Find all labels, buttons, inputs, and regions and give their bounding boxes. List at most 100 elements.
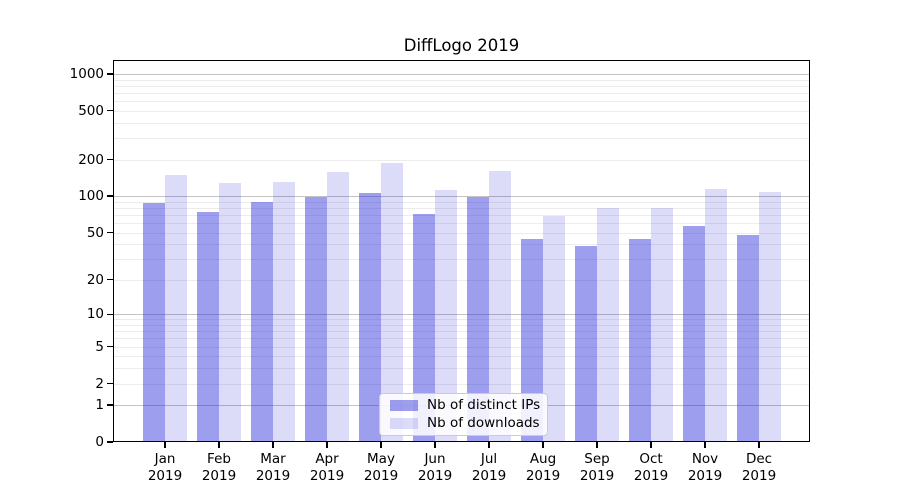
y-tick-label: 100	[78, 188, 104, 205]
bar-mar-downloads	[273, 181, 295, 442]
minor-gridline	[113, 92, 810, 94]
bar-oct-distinct-ips	[629, 239, 651, 442]
bar-feb-distinct-ips	[197, 212, 219, 442]
bar-jun-downloads	[435, 189, 457, 442]
y-tick-label: 0	[95, 434, 104, 450]
y-tick-mark	[107, 195, 113, 197]
y-tick-label: 2	[95, 375, 104, 392]
minor-gridline	[113, 85, 810, 87]
minor-gridline	[113, 101, 810, 103]
bar-mar-distinct-ips	[251, 202, 273, 442]
x-tick-label: Aug 2019	[525, 451, 561, 484]
y-tick-mark	[107, 345, 113, 348]
major-gridline	[113, 196, 810, 198]
legend-label-downloads: Nb of downloads	[427, 415, 540, 431]
y-tick-label: 10	[86, 306, 104, 323]
bar-oct-downloads	[651, 207, 673, 442]
x-tick-mark	[488, 442, 490, 448]
x-tick-mark	[434, 442, 436, 448]
bar-aug-distinct-ips	[521, 239, 543, 442]
y-tick-mark	[107, 110, 113, 112]
y-tick-label: 50	[86, 224, 104, 241]
major-gridline	[113, 314, 810, 316]
minor-gridline	[113, 214, 810, 216]
minor-gridline	[113, 223, 810, 224]
minor-gridline	[113, 279, 810, 281]
bar-jan-downloads	[165, 174, 187, 442]
x-tick-mark	[272, 442, 274, 448]
x-tick-mark	[758, 442, 760, 448]
x-tick-mark	[650, 442, 652, 448]
minor-gridline	[113, 259, 810, 261]
minor-gridline	[113, 331, 810, 333]
plot-area	[113, 60, 810, 442]
y-tick-mark	[107, 231, 113, 234]
chart-title: DiffLogo 2019	[403, 36, 520, 55]
minor-gridline	[113, 122, 810, 124]
x-tick-label: Feb 2019	[201, 451, 237, 484]
y-tick-label: 5	[95, 338, 104, 355]
x-tick-label: May 2019	[363, 451, 399, 484]
y-tick-label: 20	[86, 271, 104, 288]
bar-apr-distinct-ips	[305, 197, 327, 442]
bar-jan-distinct-ips	[143, 202, 165, 442]
bar-apr-downloads	[327, 172, 349, 442]
legend-label-distinct-ips: Nb of distinct IPs	[427, 397, 541, 413]
x-tick-label: Jun 2019	[417, 451, 453, 484]
minor-gridline	[113, 368, 810, 370]
x-tick-label: Nov 2019	[687, 451, 723, 484]
bar-nov-distinct-ips	[683, 225, 705, 442]
x-tick-label: Mar 2019	[255, 451, 291, 484]
bar-nov-downloads	[705, 188, 727, 442]
bar-feb-downloads	[219, 182, 241, 442]
y-tick-mark	[107, 73, 113, 75]
bar-dec-distinct-ips	[737, 234, 759, 442]
minor-gridline	[113, 338, 810, 340]
bar-dec-downloads	[759, 191, 781, 442]
minor-gridline	[113, 138, 810, 139]
bar-jul-downloads	[489, 170, 511, 442]
minor-gridline	[113, 356, 810, 358]
bar-aug-downloads	[543, 215, 565, 442]
legend: Nb of distinct IPs Nb of downloads	[379, 393, 548, 436]
minor-gridline	[113, 346, 810, 348]
x-tick-mark	[542, 442, 544, 448]
bar-jun-distinct-ips	[413, 214, 435, 442]
legend-item-distinct-ips: Nb of distinct IPs	[390, 398, 547, 413]
x-tick-mark	[380, 442, 382, 448]
x-tick-mark	[326, 442, 328, 448]
y-tick-label: 500	[78, 102, 104, 119]
y-tick-label: 1	[95, 397, 104, 414]
y-tick-mark	[107, 279, 113, 281]
legend-swatch-downloads	[390, 418, 418, 429]
y-tick-mark	[107, 404, 113, 406]
bar-may-downloads	[381, 162, 403, 442]
minor-gridline	[113, 207, 810, 209]
bar-jul-distinct-ips	[467, 197, 489, 442]
bar-may-distinct-ips	[359, 193, 381, 442]
y-tick-mark	[107, 382, 113, 385]
minor-gridline	[113, 232, 810, 234]
legend-item-downloads: Nb of downloads	[390, 416, 547, 431]
x-tick-mark	[704, 442, 706, 448]
minor-gridline	[113, 79, 810, 81]
minor-gridline	[113, 110, 810, 112]
y-tick-label: 1000	[69, 66, 104, 82]
x-tick-label: Apr 2019	[309, 451, 345, 484]
minor-gridline	[113, 159, 810, 161]
minor-gridline	[113, 201, 810, 203]
x-tick-label: Jan 2019	[147, 451, 183, 484]
minor-gridline	[113, 383, 810, 385]
x-tick-label: Jul 2019	[471, 451, 507, 484]
minor-gridline	[113, 244, 810, 246]
x-tick-label: Dec 2019	[741, 451, 777, 484]
x-tick-mark	[164, 442, 166, 448]
legend-swatch-distinct-ips	[390, 400, 418, 411]
major-gridline	[113, 74, 810, 75]
x-tick-mark	[596, 442, 598, 448]
y-tick-mark	[107, 313, 113, 315]
x-tick-mark	[218, 442, 220, 448]
x-tick-label: Oct 2019	[633, 451, 669, 484]
x-tick-label: Sep 2019	[579, 451, 615, 484]
